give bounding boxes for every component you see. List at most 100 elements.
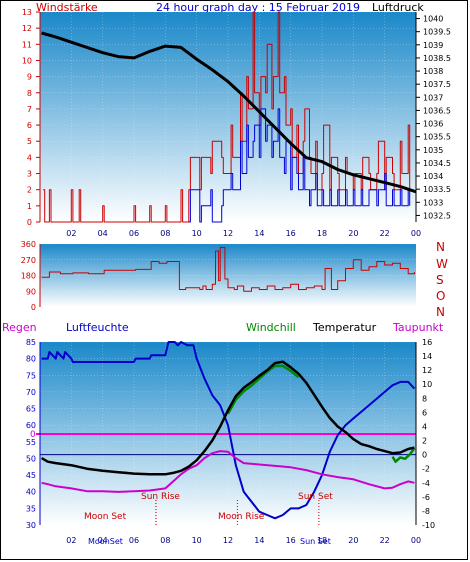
temperature-tick-label: 8: [422, 394, 427, 403]
pressure-tick-label: 1037.5: [423, 80, 451, 89]
temperature-tick-label: 2: [422, 437, 427, 446]
direction-tick-label: 180: [21, 272, 36, 281]
annotation-moon-rise: Moon Rise: [218, 512, 265, 522]
wind-tick-label: 6: [27, 121, 32, 130]
annotation-sun-rise: Sun Rise: [141, 492, 180, 502]
temperature-tick-label: -8: [422, 507, 430, 516]
humidity-series: [41, 341, 416, 520]
marks-layer: [36, 11, 417, 525]
pressure-tick-label: 1040: [423, 15, 443, 24]
time-tick-label: 20: [348, 536, 358, 545]
time-tick-label: 18: [317, 229, 327, 238]
pressure-tick-label: 1035: [423, 146, 443, 155]
annotation-sun-set-bottom: Sun Set: [300, 537, 331, 546]
time-tick-label: 20: [348, 229, 358, 238]
axis-layer: 0123456789101112131032.510331033.5103410…: [21, 8, 451, 545]
annotation-moon-set-bottom: MoonSet: [88, 537, 123, 546]
temperature-tick-label: 12: [422, 366, 432, 375]
time-tick-label: 08: [160, 536, 170, 545]
temperature-tick-label: -10: [422, 521, 435, 530]
time-tick-label: 18: [317, 536, 327, 545]
wind-tick-label: 12: [22, 24, 32, 33]
humidity-tick-label: 85: [26, 338, 36, 347]
time-tick-label: 16: [286, 536, 296, 545]
humidity-tick-label: 40: [26, 488, 36, 497]
time-tick-label: 00: [411, 536, 421, 545]
temperature-tick-label: 4: [422, 422, 427, 431]
time-tick-label: 12: [223, 229, 233, 238]
humidity-tick-label: 50: [26, 454, 36, 463]
time-tick-label: 22: [380, 229, 390, 238]
pressure-series: [41, 31, 417, 194]
pressure-tick-label: 1038: [423, 67, 443, 76]
time-tick-label: 00: [411, 229, 421, 238]
time-tick-label: 02: [66, 229, 76, 238]
time-tick-label: 04: [98, 229, 108, 238]
wind-tick-label: 9: [27, 73, 32, 82]
wind-tick-label: 10: [22, 56, 32, 65]
time-tick-label: 06: [129, 536, 139, 545]
time-tick-label: 10: [192, 536, 202, 545]
wind-tick-label: 3: [27, 170, 32, 179]
legend-windchill: Windchill: [246, 321, 296, 334]
annotation-moon-set: Moon Set: [84, 512, 127, 522]
humidity-tick-label: 65: [26, 405, 36, 414]
legend-temperature: Temperatur: [312, 321, 377, 334]
humidity-tick-label: 55: [26, 438, 36, 447]
humidity-tick-label: 30: [26, 521, 36, 530]
wind-tick-label: 13: [22, 8, 32, 17]
direction-letter-w: W: [436, 257, 448, 271]
direction-tick-label: 0: [31, 303, 36, 312]
direction-tick-label: 90: [26, 287, 36, 296]
temperature-tick-label: 10: [422, 380, 432, 389]
time-tick-label: 22: [380, 536, 390, 545]
temperature-tick-label: 16: [422, 338, 432, 347]
temperature-tick-label: -2: [422, 465, 430, 474]
direction-letter-s: S: [436, 273, 444, 287]
pressure-tick-label: 1036: [423, 120, 443, 129]
humidity-tick-label: 35: [26, 504, 36, 513]
chart-title: 24 hour graph day : 15 Februar 2019: [156, 1, 360, 14]
temperature-tick-label: -4: [422, 479, 430, 488]
wind-tick-label: 0: [27, 218, 32, 227]
legend-rain: Regen: [2, 321, 37, 334]
wind-tick-label: 11: [22, 40, 32, 49]
direction-letter-o: O: [436, 289, 445, 303]
time-tick-label: 04: [98, 536, 108, 545]
header-pressure-label: Luftdruck: [372, 1, 424, 14]
panel-wind-direction-bg: [40, 244, 416, 307]
windchill-series-day: [226, 364, 300, 415]
pressure-tick-label: 1033: [423, 198, 443, 207]
dewpoint-series: [41, 450, 415, 493]
time-tick-label: 02: [66, 536, 76, 545]
wind-tick-label: 4: [27, 153, 32, 162]
legend-dewpoint: Taupunkt: [392, 321, 444, 334]
time-tick-label: 10: [192, 229, 202, 238]
temperature-tick-label: -6: [422, 493, 430, 502]
pressure-tick-label: 1032.5: [423, 211, 451, 220]
temperature-tick-label: 14: [422, 352, 432, 361]
windchill-series-night: [391, 447, 416, 463]
pressure-tick-label: 1034.5: [423, 159, 451, 168]
header-wind-label: Windstärke: [36, 1, 98, 14]
time-tick-label: 06: [129, 229, 139, 238]
pressure-tick-label: 1033.5: [423, 185, 451, 194]
wind-tick-label: 1: [27, 202, 32, 211]
humidity-tick-label: 75: [26, 371, 36, 380]
time-tick-label: 14: [254, 229, 264, 238]
pressure-tick-label: 1038.5: [423, 54, 451, 63]
pressure-tick-label: 1036.5: [423, 106, 451, 115]
time-tick-label: 12: [223, 536, 233, 545]
wind-direction-series: [41, 247, 415, 292]
direction-letter-n-top: N: [436, 240, 445, 254]
annotation-sun-set: Sun Set: [298, 492, 333, 502]
direction-tick-label: 360: [21, 240, 36, 249]
temperature-series: [40, 360, 415, 476]
pressure-tick-label: 1037: [423, 93, 443, 102]
temperature-tick-label: 6: [422, 408, 427, 417]
time-tick-label: 16: [286, 229, 296, 238]
legend-humidity: Luftfeuchte: [66, 321, 129, 334]
